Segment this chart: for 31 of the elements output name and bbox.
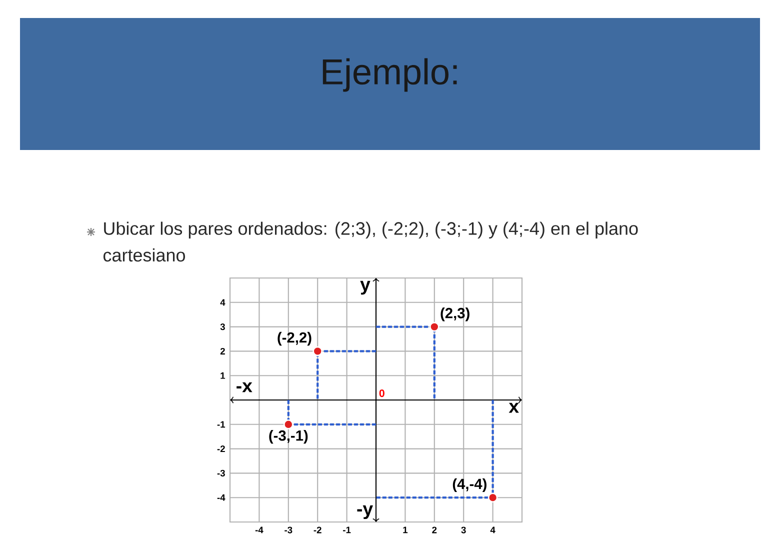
chart-title: Ejemplo: bbox=[322, 58, 457, 92]
annotation: 0 bbox=[379, 390, 384, 398]
annotation: -x bbox=[236, 382, 252, 392]
x-tick-label: -4 bbox=[255, 526, 264, 534]
annotation: -y bbox=[357, 505, 373, 520]
point bbox=[312, 346, 323, 356]
x-axis-title: x bbox=[508, 402, 519, 413]
y-tick-label: 3 bbox=[220, 324, 225, 330]
annotation: (4,-4) bbox=[452, 478, 486, 492]
x-tick-label: 2 bbox=[432, 526, 437, 534]
x-tick-label: -2 bbox=[314, 526, 322, 534]
y-axis-title: y bbox=[360, 280, 370, 295]
point bbox=[488, 492, 498, 503]
y-tick-label: -1 bbox=[217, 421, 226, 428]
point bbox=[429, 322, 440, 332]
x-tick-label: -3 bbox=[284, 526, 292, 534]
x-tick-label: 1 bbox=[403, 526, 408, 534]
y-tick-label: -2 bbox=[217, 446, 225, 452]
x-tick-label: 3 bbox=[461, 526, 466, 534]
annotation: (-3,-1) bbox=[269, 430, 308, 444]
point bbox=[283, 419, 294, 430]
x-tick-label: 4 bbox=[490, 526, 496, 534]
y-tick-label: 4 bbox=[220, 299, 226, 306]
chart-subtitle: Ubicar los pares ordenados: (2;3), (-2;2), (-3;-1) y (4;-4) en el plano cartesiano bbox=[103, 222, 638, 262]
y-tick-label: -3 bbox=[217, 470, 225, 477]
x-tick-label: -1 bbox=[343, 526, 351, 534]
annotation: (2,3) bbox=[440, 308, 470, 322]
y-tick-label: 2 bbox=[220, 348, 225, 354]
y-tick-label: -4 bbox=[217, 494, 226, 501]
annotation: (-2,2) bbox=[278, 332, 312, 346]
y-tick-label: 1 bbox=[220, 372, 226, 379]
